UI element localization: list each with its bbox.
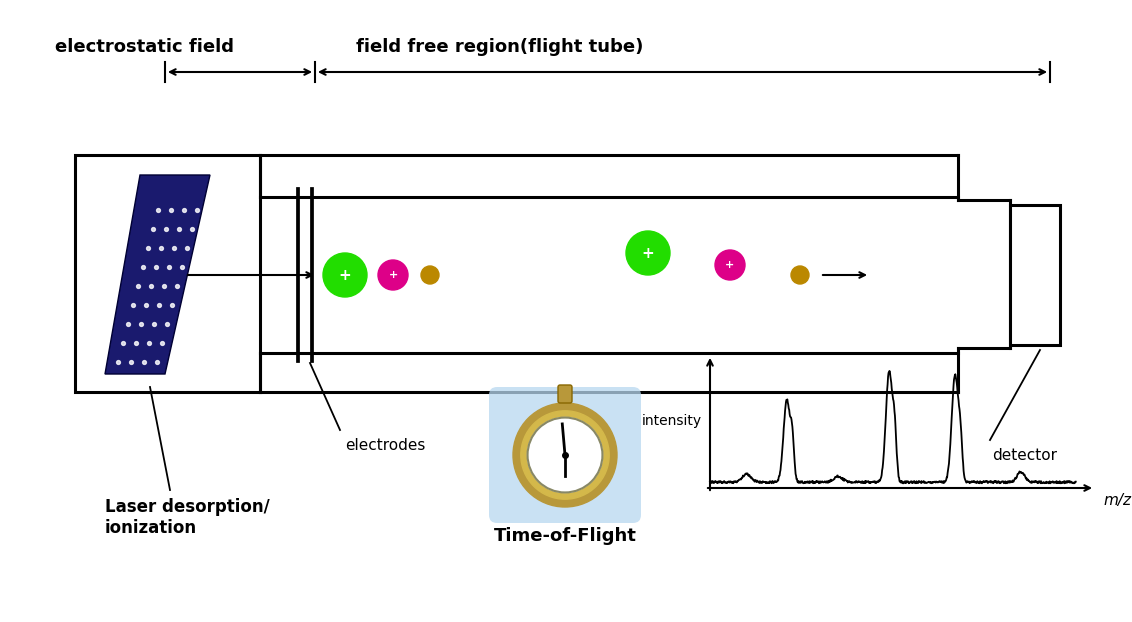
Circle shape <box>323 253 367 297</box>
Circle shape <box>513 403 617 507</box>
Circle shape <box>378 260 408 290</box>
Text: field free region(flight tube): field free region(flight tube) <box>357 38 644 56</box>
Text: electrostatic field: electrostatic field <box>55 38 234 56</box>
Text: electrodes: electrodes <box>345 438 426 453</box>
Polygon shape <box>105 175 211 374</box>
Bar <box>1010 205 1060 345</box>
Text: +: + <box>726 260 735 270</box>
Circle shape <box>528 417 602 493</box>
Text: +: + <box>338 267 351 282</box>
Text: Laser desorption/
ionization: Laser desorption/ ionization <box>105 498 269 537</box>
Circle shape <box>791 266 809 284</box>
Circle shape <box>421 266 439 284</box>
Text: detector: detector <box>992 448 1057 463</box>
FancyBboxPatch shape <box>558 385 572 403</box>
Text: m/z: m/z <box>1103 493 1131 508</box>
FancyBboxPatch shape <box>489 387 641 523</box>
Circle shape <box>715 250 745 280</box>
Circle shape <box>521 411 609 499</box>
Circle shape <box>626 231 670 275</box>
Bar <box>75 155 260 392</box>
Text: +: + <box>388 270 397 280</box>
Text: intensity: intensity <box>642 414 702 429</box>
Text: Time-of-Flight: Time-of-Flight <box>494 527 636 545</box>
Text: +: + <box>642 246 654 261</box>
